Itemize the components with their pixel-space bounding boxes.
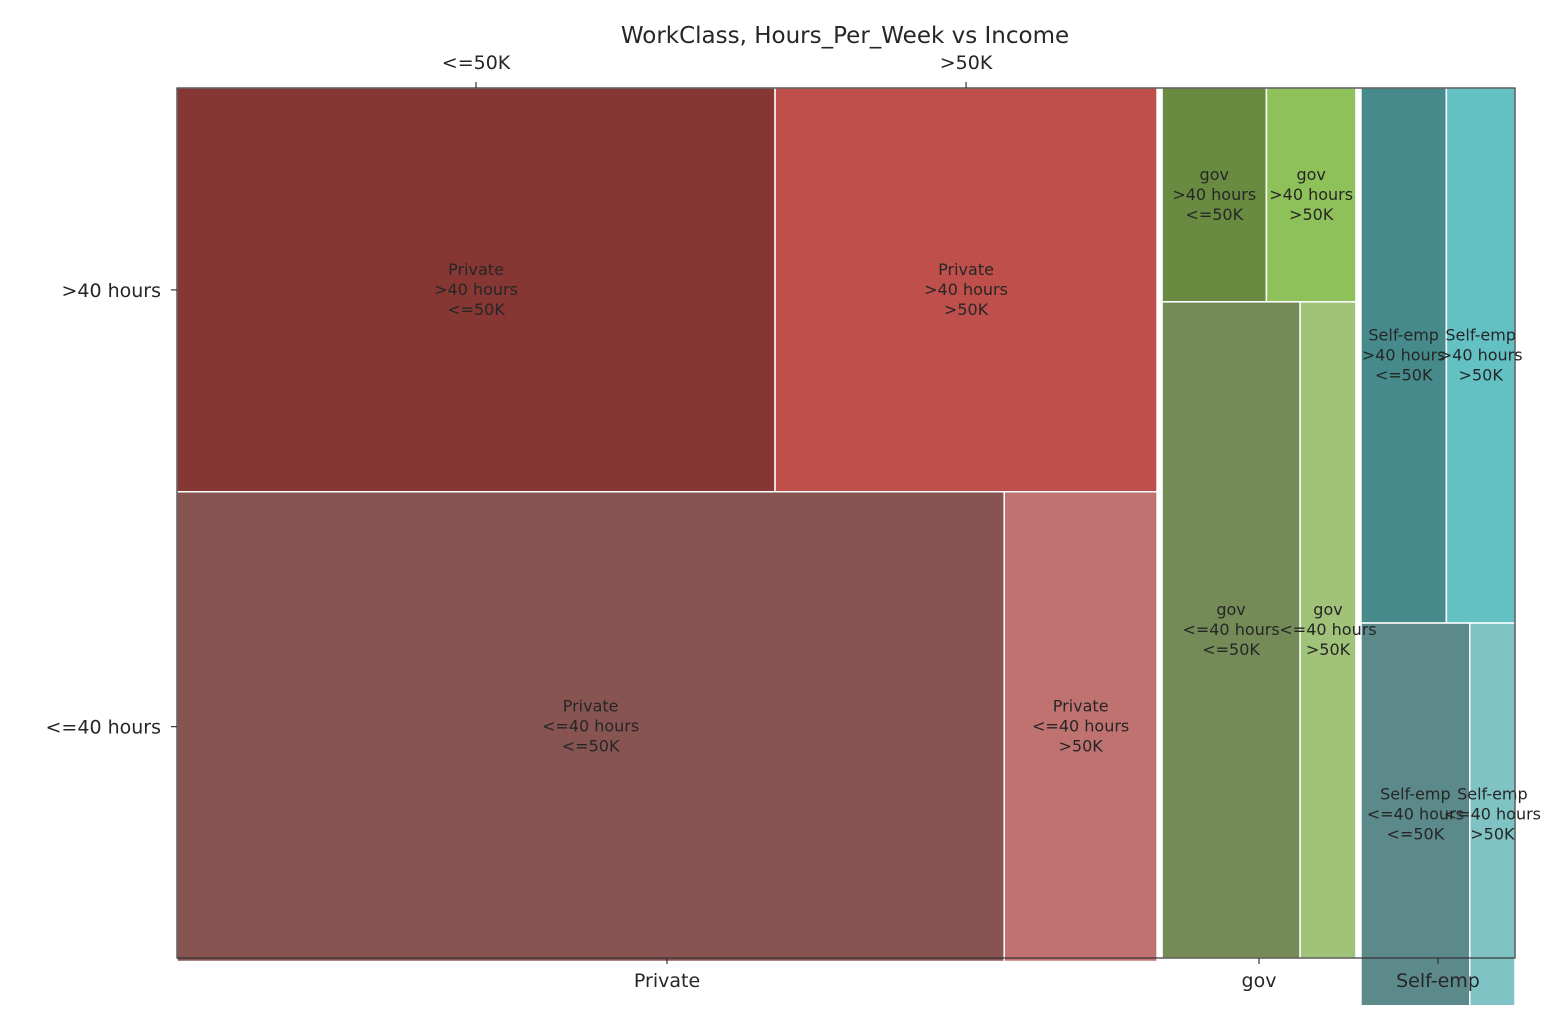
tile-self-emp-gt40-hours-gt50k (1445, 87, 1516, 624)
y-tick-label-le40-hours: <=40 hours (46, 717, 161, 739)
chart-title: WorkClass, Hours_Per_Week vs Income (621, 23, 1069, 49)
tile-label-gov-gt40-hours-le50k: gov >40 hours <=50K (1172, 165, 1256, 224)
y-tick-label-gt40-hours: >40 hours (61, 280, 161, 302)
plot-frame (176, 87, 1516, 959)
tile-private-gt40-hours-le50k (176, 87, 776, 493)
tile-label-private-le40-hours-le50k: Private <=40 hours <=50K (542, 697, 639, 756)
mosaic-tiles: Private >40 hours <=50K Private >40 hours >50… (176, 87, 1541, 1007)
tile-gov-gt40-hours-le50k (1161, 87, 1268, 303)
tile-self-emp-le40-hours-gt50k (1469, 622, 1516, 1007)
mosaic-axes: Private gov Self-emp >40 hours <=40 hours <=5… (46, 52, 1516, 992)
tile-private-gt40-hours-gt50k (774, 87, 1158, 493)
tile-gov-le40-hours-le50k (1161, 301, 1301, 959)
top-tick-label-gt50k: >50K (940, 52, 993, 74)
tile-private-le40-hours-le50k (176, 491, 1005, 963)
top-tick-label-le50k: <=50K (442, 52, 511, 74)
tile-label-self-emp-gt40-hours-gt50k: Self-emp >40 hours >50K (1439, 326, 1523, 385)
tile-private-le40-hours-gt50k (1003, 491, 1158, 963)
tile-gov-le40-hours-gt50k (1299, 301, 1357, 959)
tile-gov-gt40-hours-gt50k (1265, 87, 1357, 303)
tile-label-self-emp-le40-hours-le50k: Self-emp <=40 hours <=50K (1367, 784, 1464, 843)
tile-label-self-emp-gt40-hours-le50k: Self-emp >40 hours <=50K (1362, 326, 1446, 385)
tile-label-gov-gt40-hours-gt50k: gov >40 hours >50K (1269, 165, 1353, 224)
tile-label-self-emp-le40-hours-gt50k: Self-emp <=40 hours >50K (1444, 784, 1541, 843)
tile-label-private-gt40-hours-le50k: Private >40 hours <=50K (434, 260, 518, 319)
tile-label-gov-le40-hours-le50k: gov <=40 hours <=50K (1182, 600, 1279, 659)
tile-label-gov-le40-hours-gt50k: gov <=40 hours >50K (1279, 600, 1376, 659)
tile-label-private-gt40-hours-gt50k: Private >40 hours >50K (924, 260, 1008, 319)
x-tick-label-self-emp: Self-emp (1396, 970, 1480, 992)
x-tick-label-gov: gov (1242, 970, 1277, 992)
x-tick-label-private: Private (634, 970, 700, 992)
tile-label-private-le40-hours-gt50k: Private <=40 hours >50K (1032, 697, 1129, 756)
